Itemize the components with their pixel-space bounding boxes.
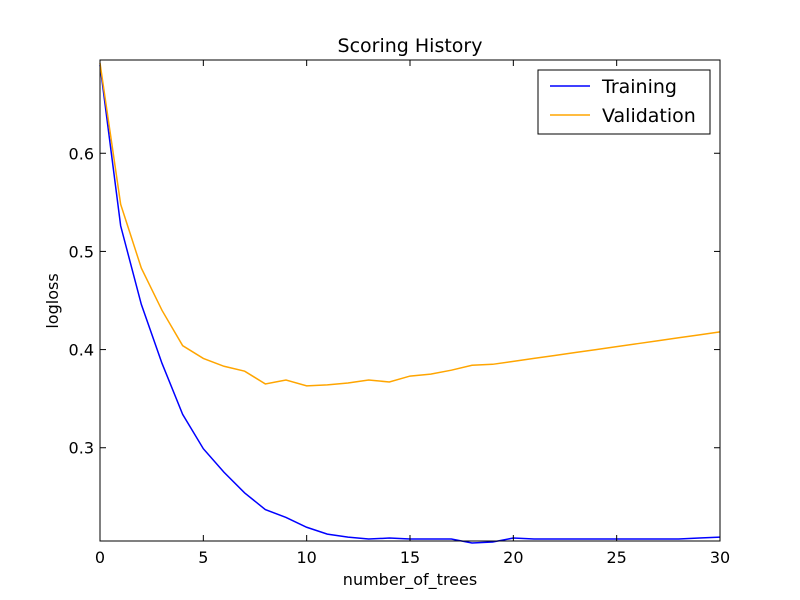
x-tick-label-6: 30 [710,548,730,567]
x-tick-label-2: 10 [296,548,316,567]
y-tick-label-3: 0.6 [69,144,94,163]
series-line-1 [99,62,721,387]
x-tick-label-1: 5 [198,548,208,567]
x-tick-label-4: 20 [503,548,523,567]
x-tick-label-0: 0 [95,548,105,567]
chart-title: Scoring History [338,35,483,57]
legend-label-1: Validation [602,105,696,127]
y-tick-label-0: 0.3 [69,439,94,458]
x-tick-label-3: 15 [400,548,420,567]
legend: Training Validation [537,69,711,135]
y-tick-label-2: 0.5 [69,242,94,261]
y-axis-label: logloss [43,273,62,328]
legend-box [537,69,711,135]
legend-label-0: Training [601,76,677,98]
x-tick-label-5: 25 [606,548,626,567]
y-tick-label-1: 0.4 [69,341,94,360]
series-line-0 [99,64,721,544]
axis-ticks: 0 5 10 15 20 25 30 0.3 0.4 0.5 0.6 [69,59,730,567]
plot-area [99,62,721,544]
x-axis-label: number_of_trees [343,570,477,590]
